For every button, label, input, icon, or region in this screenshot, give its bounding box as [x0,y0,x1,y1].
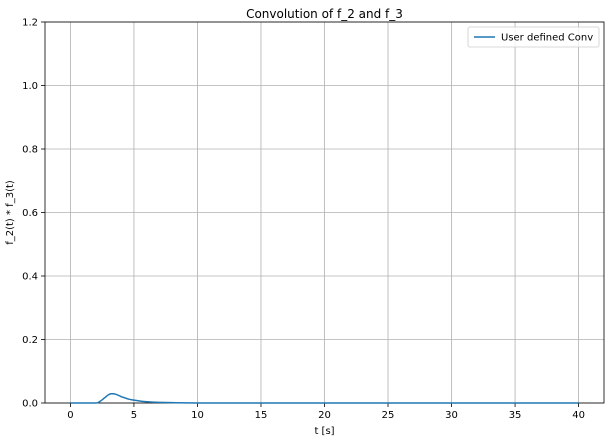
x-tick-label: 20 [318,410,331,421]
y-tick-label: 0.6 [22,208,38,219]
x-tick-label: 35 [509,410,522,421]
legend-box [467,26,600,48]
legend: User defined Conv [467,26,600,48]
series-line-0 [70,392,579,404]
x-tick-label: 10 [191,410,204,421]
x-axis-label: t [s] [314,426,334,437]
x-tick-label: 5 [131,410,137,421]
grid [45,21,604,404]
legend-label: User defined Conv [501,33,593,44]
y-tick-label: 0.2 [22,335,38,346]
series-layer [70,392,579,404]
y-tick-label: 1.2 [22,18,38,29]
x-tick-label: 25 [382,410,395,421]
y-tick-label: 0.4 [22,272,38,283]
x-tick-label: 30 [445,410,458,421]
x-axis-ticks: 0 5 10 15 20 25 30 35 40 [67,403,585,421]
y-tick-label: 1.0 [22,81,38,92]
y-axis-label: f_2(t) * f_3(t) [5,180,16,245]
x-tick-label: 15 [255,410,268,421]
y-axis-ticks: 0.0 0.2 0.4 0.6 0.8 1.0 1.2 [22,18,45,410]
chart-title: Convolution of f_2 and f_3 [246,7,403,21]
y-tick-label: 0.0 [22,399,38,410]
x-tick-label: 0 [67,410,73,421]
y-tick-label: 0.8 [22,145,38,156]
x-tick-label: 40 [572,410,585,421]
